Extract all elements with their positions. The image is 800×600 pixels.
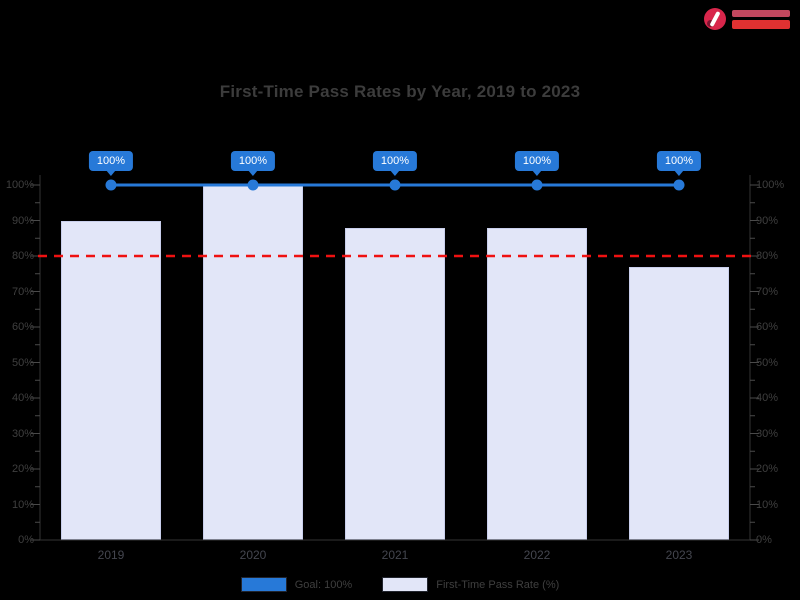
ytick-left-0: 0% (18, 534, 34, 546)
logo-text-line1 (732, 9, 790, 17)
legend-swatch-goal (240, 577, 287, 592)
ytick-left-20: 20% (11, 463, 34, 475)
ytick-left-90: 90% (11, 214, 34, 227)
bar-2019 (61, 220, 161, 540)
ytick-right-80: 80% (756, 250, 779, 262)
goal-data-label-2019: 100% (88, 151, 134, 171)
ytick-right-90: 90% (756, 214, 779, 227)
goal-data-label-2022: 100% (514, 151, 560, 171)
ytick-left-80: 80% (11, 250, 34, 262)
bar-2023 (629, 266, 729, 540)
goal-data-label-2020: 100% (230, 151, 276, 171)
bar-2020 (203, 185, 303, 540)
logo-text (732, 9, 790, 29)
ytick-right-0: 0% (756, 534, 772, 546)
bar-2022 (487, 227, 587, 540)
legend-item-pass-rate[interactable]: First-Time Pass Rate (%) (382, 577, 559, 592)
ytick-right-40: 40% (756, 392, 779, 404)
bar-2021 (345, 227, 445, 540)
x-axis-label-2020: 2020 (239, 548, 267, 562)
ytick-left-10: 10% (11, 498, 34, 511)
ytick-right-30: 30% (756, 427, 779, 440)
goal-data-label-2023: 100% (656, 151, 702, 171)
ytick-left-100: 100% (5, 179, 34, 191)
x-axis-label-2019: 2019 (97, 548, 125, 562)
logo-mark-icon (704, 8, 726, 30)
legend: Goal: 100% First-Time Pass Rate (%) (0, 577, 800, 592)
logo (704, 8, 790, 30)
ytick-right-100: 100% (756, 179, 785, 191)
ytick-right-50: 50% (756, 356, 779, 369)
legend-swatch-pass-rate (382, 577, 429, 592)
legend-label-pass-rate: First-Time Pass Rate (%) (436, 578, 560, 591)
ytick-left-70: 70% (11, 285, 34, 298)
ytick-right-10: 10% (756, 498, 779, 511)
chart-title: First-Time Pass Rates by Year, 2019 to 2… (219, 82, 581, 101)
ytick-right-60: 60% (756, 321, 779, 333)
x-axis-label-2021: 2021 (381, 548, 409, 562)
ytick-left-30: 30% (11, 427, 34, 440)
logo-text-line2 (732, 19, 790, 29)
ytick-right-70: 70% (756, 285, 779, 298)
legend-label-goal: Goal: 100% (294, 578, 353, 591)
ytick-left-50: 50% (11, 356, 34, 369)
ytick-right-20: 20% (756, 463, 779, 475)
ytick-left-60: 60% (11, 321, 34, 333)
ytick-left-40: 40% (11, 392, 34, 404)
x-axis-label-2023: 2023 (665, 548, 693, 562)
legend-item-goal[interactable]: Goal: 100% (240, 577, 353, 592)
goal-data-label-2021: 100% (372, 151, 418, 171)
x-axis-label-2022: 2022 (523, 548, 551, 562)
